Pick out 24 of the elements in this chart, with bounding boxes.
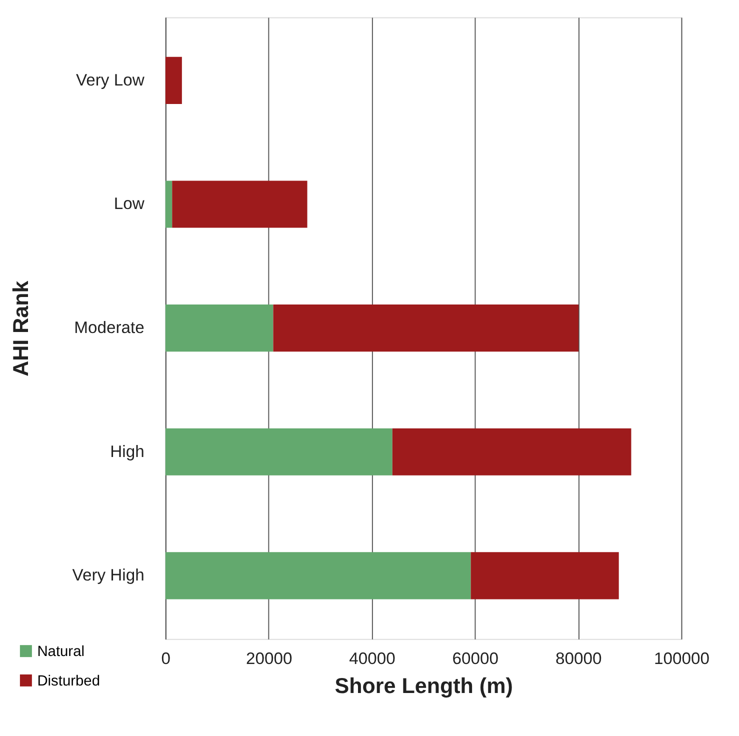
bar xyxy=(165,552,471,600)
y-tick-label: Very Low xyxy=(76,70,146,90)
bar xyxy=(172,180,308,228)
x-tick-label: 80000 xyxy=(555,648,602,668)
legend-label: Disturbed xyxy=(37,673,100,690)
y-tick-label: High xyxy=(110,442,144,461)
x-axis-title: Shore Length (m) xyxy=(334,674,513,698)
bar xyxy=(392,428,632,476)
bar xyxy=(470,552,619,600)
x-tick-label: 100000 xyxy=(654,648,710,668)
legend-label: Natural xyxy=(37,644,84,660)
y-tick-label: Low xyxy=(114,194,146,214)
bar xyxy=(165,180,172,228)
y-tick-label: Very High xyxy=(72,566,144,585)
bar xyxy=(165,56,182,104)
y-tick-label: Moderate xyxy=(74,318,144,337)
x-tick-label: 40000 xyxy=(349,648,396,668)
x-tick-label: 60000 xyxy=(452,648,499,668)
bar xyxy=(273,304,579,352)
x-tick-label: 0 xyxy=(161,648,171,668)
y-axis-title: AHI Rank xyxy=(9,280,34,376)
x-tick-label: 20000 xyxy=(246,648,292,668)
bar xyxy=(165,304,274,352)
bar xyxy=(165,428,392,476)
